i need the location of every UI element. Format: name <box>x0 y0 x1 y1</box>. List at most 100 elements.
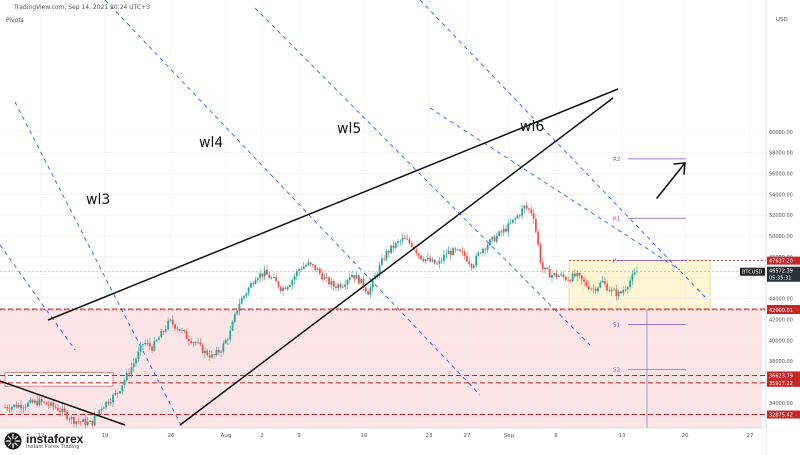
candle-body <box>197 342 199 344</box>
candle-body <box>530 209 533 214</box>
candle-body <box>295 270 298 277</box>
candle-body <box>316 268 319 271</box>
candle-body <box>592 288 595 290</box>
candle-body <box>564 276 567 280</box>
last-price-label: 46572.39 <box>769 269 793 275</box>
candle-body <box>187 338 190 342</box>
candle-body <box>144 342 147 345</box>
time-axis-bg <box>0 428 766 455</box>
candle-body <box>403 237 406 239</box>
candle-body <box>105 401 108 408</box>
y-tick-label: 50000.00 <box>769 234 793 240</box>
candle-body <box>93 415 96 426</box>
candle-body <box>364 287 367 292</box>
candle-body <box>367 291 370 295</box>
candle-body <box>176 328 179 330</box>
y-tick-label: 56000.00 <box>769 171 793 177</box>
candle-body <box>560 274 563 276</box>
candle-body <box>312 264 314 266</box>
candle-body <box>636 271 638 273</box>
candle-body <box>153 340 156 351</box>
wave-label-wl5: wl5 <box>337 121 361 137</box>
pivot-label-r1: R1 <box>613 216 620 222</box>
candle-body <box>27 402 29 407</box>
candle-body <box>426 257 429 260</box>
candle-body <box>318 268 321 274</box>
candles <box>4 201 638 430</box>
candle-body <box>123 380 126 386</box>
wedge-upper-line <box>47 88 619 321</box>
candle-body <box>201 344 204 354</box>
candle-body <box>208 355 211 358</box>
candle-body <box>109 402 112 404</box>
candle-body <box>128 372 131 375</box>
candle-body <box>160 330 163 338</box>
y-tick-label: 52000.00 <box>769 213 793 219</box>
candle-body <box>351 274 353 278</box>
candle-body <box>174 324 176 329</box>
level-tag-label: 42900.01 <box>769 308 793 314</box>
candle-body <box>482 248 484 254</box>
brand-tagline: Instant Forex Trading <box>26 443 80 450</box>
candle-body <box>622 290 625 294</box>
candle-body <box>286 287 289 290</box>
candle-body <box>84 419 87 426</box>
candle-body <box>567 279 569 281</box>
candle-body <box>256 278 259 281</box>
candle-body <box>252 283 255 285</box>
candle-body <box>387 251 390 253</box>
countdown-label: 05:35:31 <box>769 276 791 282</box>
candle-body <box>394 242 397 248</box>
candle-body <box>456 249 459 251</box>
candle-body <box>158 337 160 340</box>
candle-body <box>54 406 57 408</box>
candle-body <box>422 259 425 262</box>
candle-body <box>261 273 264 277</box>
candle-body <box>376 274 379 276</box>
candle-body <box>489 239 491 246</box>
candle-body <box>371 279 374 288</box>
candle-body <box>339 284 342 288</box>
candle-body <box>477 252 480 256</box>
price-axis: USD34000.0036000.0038000.0040000.0042000… <box>740 0 800 455</box>
candle-body <box>289 285 291 288</box>
candle-body <box>369 287 372 295</box>
candle-body <box>300 268 303 270</box>
wave-label-wl6: wl6 <box>520 119 544 135</box>
candle-body <box>102 407 105 409</box>
candle-body <box>125 372 128 381</box>
candle-body <box>585 281 588 286</box>
symbol-tag-label: BTCUSD <box>742 270 763 276</box>
candle-body <box>61 408 64 413</box>
candle-body <box>302 266 305 270</box>
candle-body <box>148 342 151 347</box>
candle-body <box>417 253 420 256</box>
candle-body <box>194 342 197 344</box>
candle-body <box>392 245 395 248</box>
candle-body <box>263 269 266 277</box>
candle-body <box>20 404 22 409</box>
candle-body <box>583 279 586 282</box>
candle-body <box>486 245 489 250</box>
x-tick-label: 13 <box>619 433 626 439</box>
candle-body <box>509 222 512 224</box>
candle-body <box>466 255 468 262</box>
x-tick-label: 27 <box>464 433 471 439</box>
candle-body <box>220 351 222 353</box>
candle-body <box>608 290 611 292</box>
candle-body <box>491 236 494 240</box>
forecast-arrow-icon <box>656 162 686 199</box>
candle-body <box>355 275 358 279</box>
candle-body <box>36 400 39 406</box>
candle-body <box>576 272 579 277</box>
level-tag-label: 32875.42 <box>769 413 793 419</box>
y-tick-label: 58000.00 <box>769 151 793 157</box>
candle-body <box>277 281 280 288</box>
x-tick-label: 20 <box>682 433 689 439</box>
candle-body <box>33 400 36 403</box>
wave-channel-lines <box>0 0 707 428</box>
candle-body <box>59 410 62 413</box>
x-tick-label: 2 <box>260 433 264 439</box>
candle-body <box>399 240 402 242</box>
x-tick-label: 9 <box>297 433 301 439</box>
